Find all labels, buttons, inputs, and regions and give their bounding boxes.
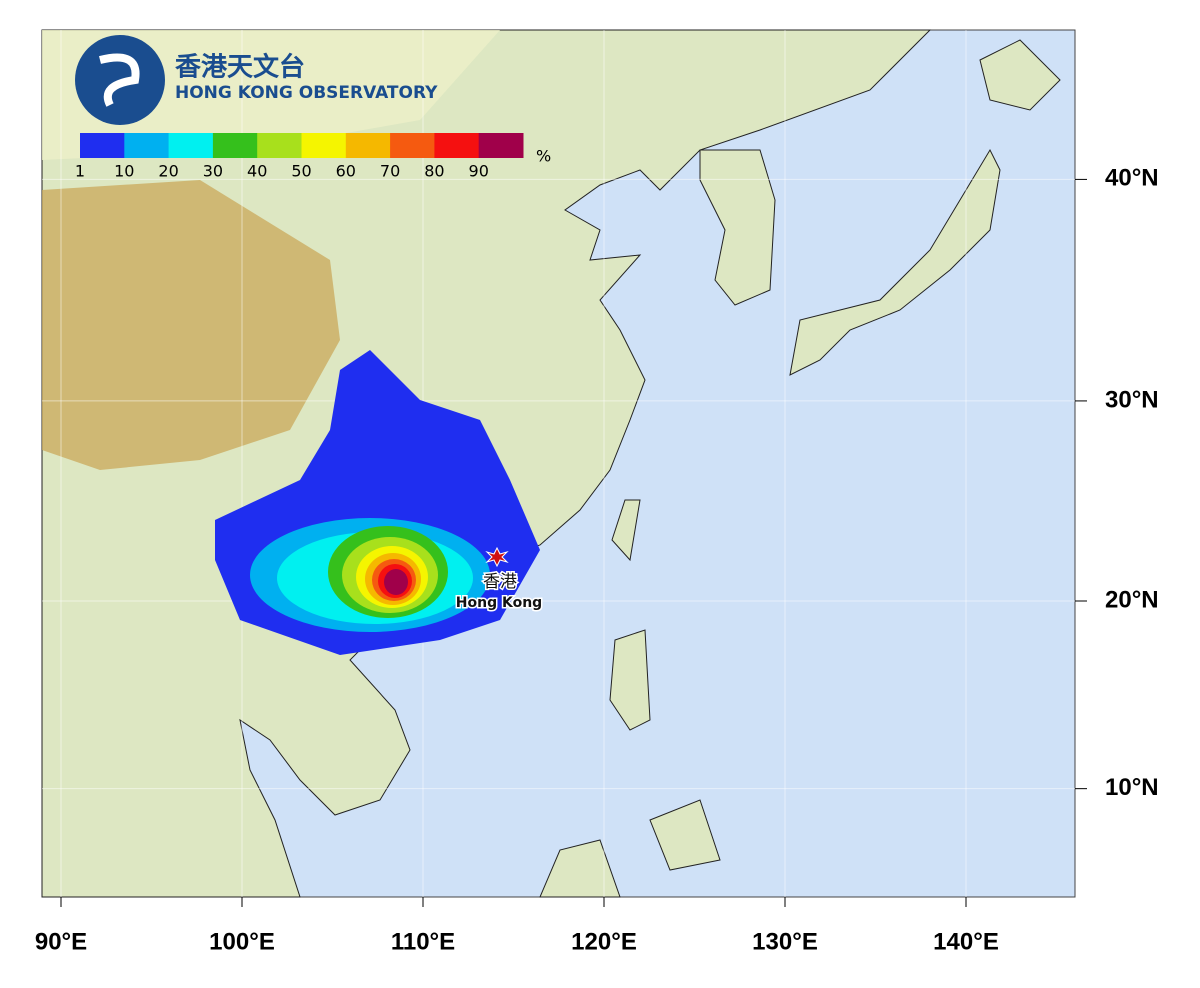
y-tick-label: 40°N [1105,165,1159,192]
legend-level: 90 [469,162,489,181]
legend-swatch [168,133,214,158]
legend-swatch [124,133,170,158]
x-tick-label: 140°E [933,928,999,955]
legend-swatch [390,133,435,158]
legend-level: 20 [158,162,178,181]
logo-zh: 香港天文台 [175,52,305,83]
x-tick-label: 90°E [35,928,87,955]
legend: % 1 10 20 30 40 50 60 70 80 90 [75,133,551,181]
legend-level: 1 [75,162,85,181]
legend-level: 80 [424,162,444,181]
y-tick-label: 30°N [1105,386,1159,413]
legend-swatch [345,133,391,158]
prob-contour [384,569,408,595]
legend-unit: % [536,147,551,166]
logo-mark [99,53,140,107]
place-en: Hong Kong [456,595,542,611]
legend-swatch [212,133,258,158]
legend-swatch [478,133,524,158]
legend-level: 70 [380,162,400,181]
x-tick-label: 100°E [209,928,275,955]
hk-marker [485,546,509,568]
graticule [42,30,1087,907]
legend-level: 50 [291,162,311,181]
legend-level: 10 [114,162,134,181]
y-tick-label: 10°N [1105,774,1159,801]
probability-field [215,350,540,655]
x-tick-label: 130°E [752,928,818,955]
legend-level: 30 [203,162,223,181]
legend-level: 40 [247,162,267,181]
logo: 香港天文台 HONG KONG OBSERVATORY [75,35,438,125]
legend-swatch [257,133,302,158]
x-tick-label: 120°E [571,928,637,955]
place-hong-kong: 香港 Hong Kong [454,546,544,613]
logo-en: HONG KONG OBSERVATORY [175,83,438,103]
legend-swatch [434,133,480,158]
place-zh: 香港 [483,572,517,592]
y-tick-label: 20°N [1105,586,1159,613]
legend-level: 60 [336,162,356,181]
x-tick-label: 110°E [391,928,455,955]
legend-swatch [301,133,347,158]
legend-swatch [80,133,125,158]
